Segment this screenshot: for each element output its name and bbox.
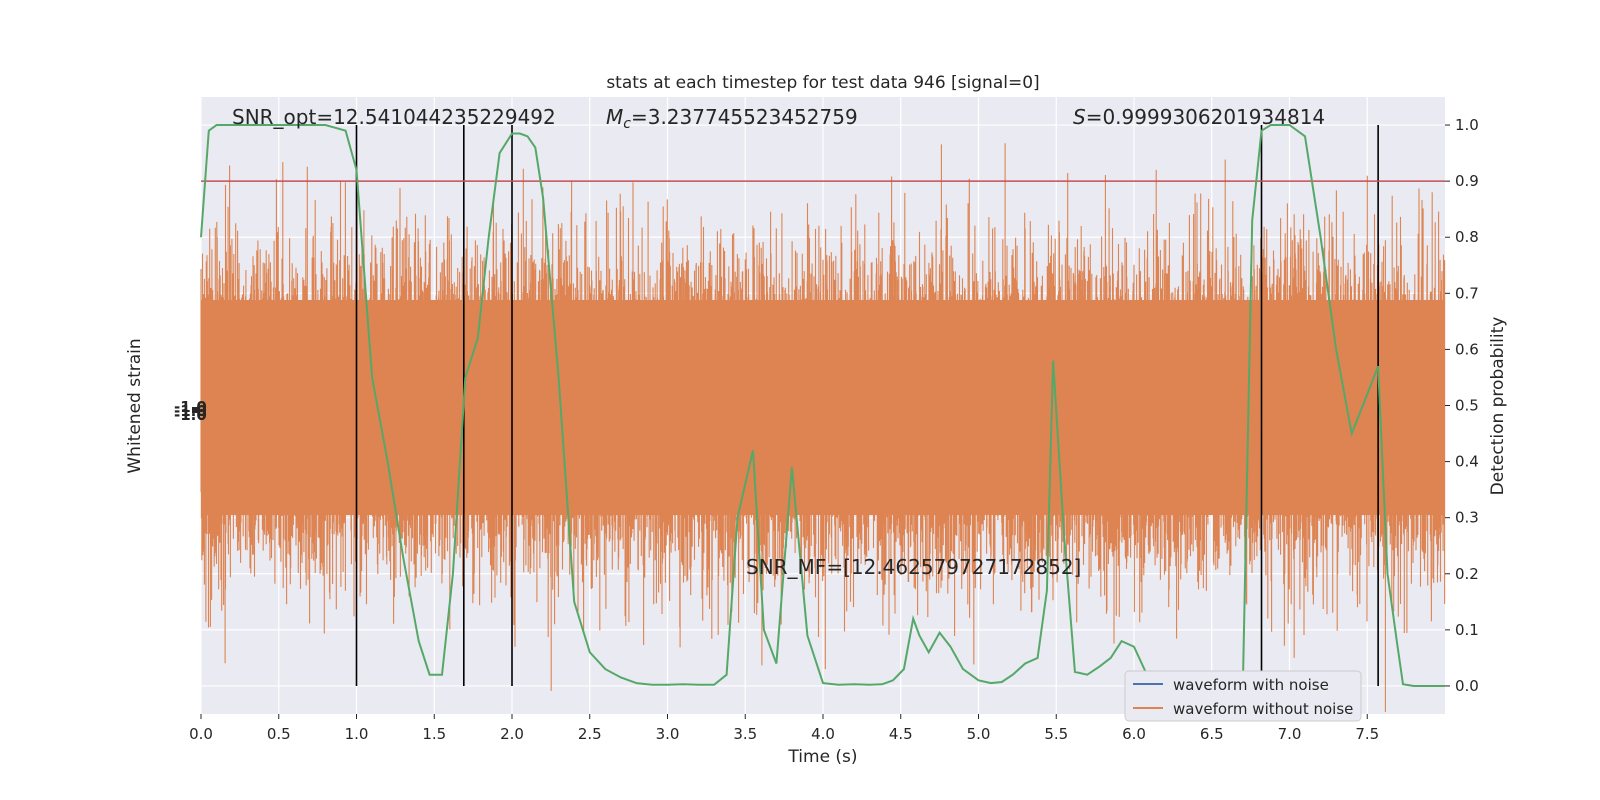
y-tick-label: 0.1 [1455, 621, 1479, 639]
y-tick-label: 0.6 [1455, 340, 1479, 358]
x-tick-label: 2.5 [578, 725, 602, 743]
legend-box [1124, 670, 1362, 722]
x-tick-label: 3.0 [656, 725, 680, 743]
y-tick-label: 0.9 [1455, 172, 1479, 190]
score-annotation: S=0.9999306201934814 [1073, 105, 1325, 129]
y-tick-label: 0.5 [1455, 397, 1479, 415]
x-tick-label: 0.0 [189, 725, 213, 743]
chirp-mass-annotation: Mc=3.237745523452759 [606, 105, 858, 132]
left-axis-garbled-ticks: -1.0 -1.0 -1.0 [174, 398, 207, 424]
x-tick-label: 1.5 [422, 725, 446, 743]
x-tick-label: 3.5 [733, 725, 757, 743]
x-tick-label: 6.0 [1122, 725, 1146, 743]
x-tick-label: 1.0 [345, 725, 369, 743]
waveform-without-noise-series [200, 143, 1446, 712]
y-axis-left-label: Whitened strain [125, 338, 145, 473]
legend-label-with-noise: waveform with noise [1173, 676, 1329, 694]
x-axis-label: Time (s) [787, 747, 857, 767]
left-axis-tick: -1.0 [174, 402, 207, 420]
x-tick-label: 5.5 [1044, 725, 1068, 743]
chart-title: stats at each timestep for test data 946… [606, 73, 1039, 93]
x-tick-label: 4.0 [811, 725, 835, 743]
y-tick-label: 0.7 [1455, 284, 1479, 302]
snr-opt-annotation: SNR_opt=12.541044235229492 [232, 105, 556, 129]
snr-mf-annotation: SNR_MF=[12.462579727172852] [746, 555, 1081, 579]
y-tick-label: 1.0 [1455, 116, 1479, 134]
x-tick-label: 4.5 [889, 725, 913, 743]
y-tick-labels: 0.0 0.1 0.2 0.3 0.4 0.5 0.6 0.7 0.8 0.9 1.0 [1445, 116, 1479, 695]
x-tick-labels: 0.0 0.5 1.0 1.5 2.0 2.5 3.0 3.5 4.0 4.5 5.0 5.5 6.0 6… [189, 714, 1379, 743]
x-tick-label: 0.5 [267, 725, 291, 743]
legend-label-without-noise: waveform without noise [1173, 700, 1353, 718]
left-axis-tick: -1.0 [174, 398, 207, 416]
detection-probability-series [200, 124, 1445, 687]
y-tick-label: 0.8 [1455, 228, 1479, 246]
legend: waveform with noise waveform without noi… [1124, 670, 1362, 722]
y-tick-label: 0.2 [1455, 565, 1479, 583]
x-tick-label: 7.0 [1278, 725, 1302, 743]
waveform-dense-band [201, 300, 1445, 515]
y-tick-label: 0.4 [1455, 453, 1479, 471]
y-tick-label: 0.0 [1455, 677, 1479, 695]
y-axis-right-label: Detection probability [1488, 317, 1508, 496]
y-tick-label: 0.3 [1455, 509, 1479, 527]
x-tick-label: 7.5 [1355, 725, 1379, 743]
x-tick-label: 6.5 [1200, 725, 1224, 743]
x-tick-label: 5.0 [967, 725, 991, 743]
x-tick-label: 2.0 [500, 725, 524, 743]
